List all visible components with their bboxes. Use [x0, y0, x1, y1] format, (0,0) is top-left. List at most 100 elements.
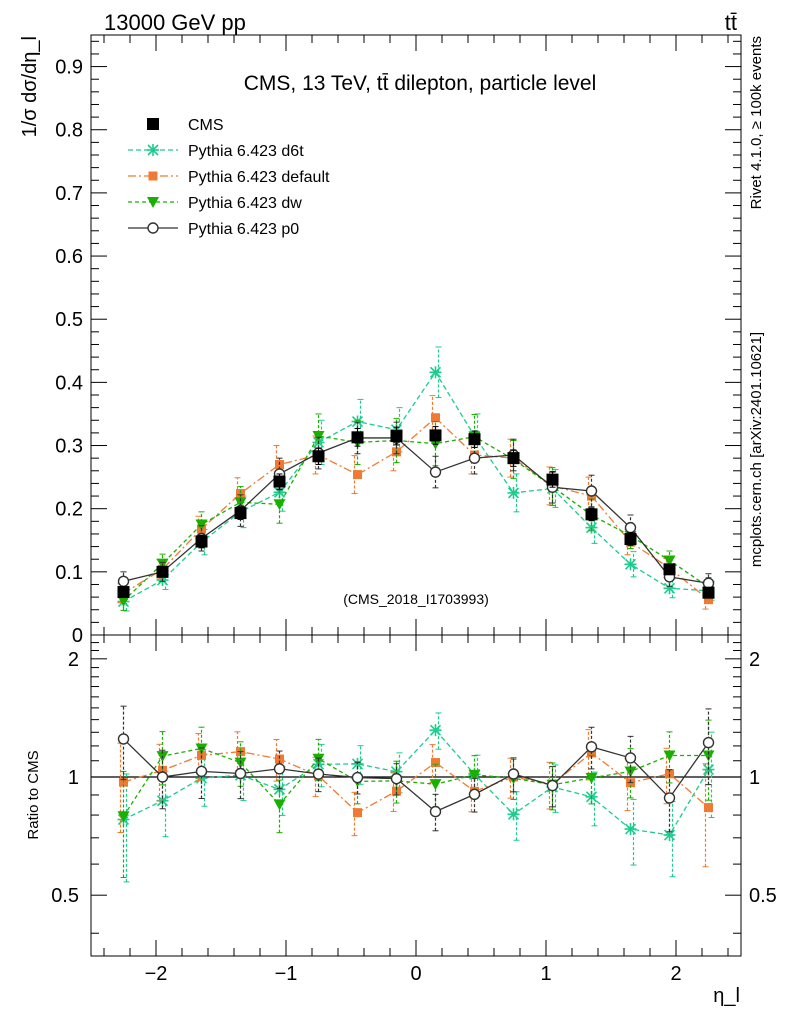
ratio-tick-label-right: 1 [749, 767, 760, 789]
marker-stroke [624, 558, 637, 570]
data-point [624, 558, 637, 571]
ratio-line [123, 729, 710, 836]
data-point [468, 433, 481, 446]
y-tick-label: 0.8 [55, 120, 83, 142]
series-line [123, 371, 709, 603]
marker-stroke [507, 487, 520, 499]
ratio-point [195, 743, 208, 755]
ratio-point [429, 724, 442, 737]
ratio-x-ticks [103, 635, 729, 956]
data-point [312, 431, 325, 443]
mcplots-label: mcplots.cern.ch [arXiv:2401.10621] [748, 332, 765, 567]
data-point [704, 595, 713, 605]
ratio-point [312, 768, 325, 780]
x-tick-label: 0 [410, 963, 421, 985]
series-line [123, 416, 709, 601]
ratio-point [624, 752, 637, 764]
ratio-point [275, 754, 284, 764]
ratio-point [390, 772, 403, 785]
y-tick-label: 0.3 [55, 436, 83, 458]
legend-marker [147, 222, 159, 234]
x-tick-label: 1 [540, 963, 551, 985]
ratio-point [429, 805, 442, 818]
watermark: (CMS_2018_I1703993) [343, 591, 489, 607]
ratio-series-3 [117, 719, 715, 879]
legend-marker [148, 171, 158, 181]
ratio-tick-label-right: 0.5 [749, 885, 777, 907]
ratio-point [158, 765, 167, 775]
ratio-series-4 [117, 705, 715, 833]
data-point [156, 565, 169, 578]
data-point [431, 413, 440, 423]
ratio-point [546, 779, 559, 792]
series-4 [117, 421, 715, 594]
data-point [663, 563, 676, 576]
marker-stroke [273, 783, 286, 795]
ratio-point [585, 772, 598, 784]
ratio-point [431, 758, 440, 768]
data-point [585, 485, 598, 497]
data-point [702, 586, 715, 599]
data-point [117, 595, 130, 607]
legend-marker [147, 197, 159, 208]
data-point [507, 486, 520, 499]
marker-stroke [507, 808, 520, 820]
data-point [195, 535, 208, 548]
marker-stroke [585, 522, 598, 534]
data-point [468, 452, 481, 464]
ratio-y-ticks: 0.5 0.5 1 1 2 2 [51, 642, 777, 934]
y-tick-label: 0.2 [55, 499, 83, 521]
x-tick-labels: −2 −1 0 1 2 [145, 963, 682, 985]
main-x-ticks [103, 35, 729, 635]
ratio-line [122, 747, 709, 817]
y-tick-label: 0.6 [55, 246, 83, 268]
data-point [624, 521, 637, 534]
data-point [117, 575, 130, 588]
y-tick-label: 0 [72, 625, 83, 647]
ratio-point [665, 769, 674, 779]
series-line [123, 437, 709, 584]
marker-stroke [429, 724, 442, 736]
ratio-tick-label: 1 [68, 767, 79, 789]
ratio-point [585, 741, 598, 753]
ratio-point [273, 799, 286, 811]
x-tick-label: −1 [275, 963, 298, 985]
ratio-point [507, 808, 520, 821]
ratio-point [663, 792, 676, 804]
ratio-point [117, 733, 130, 745]
y-tick-label: 0.1 [55, 562, 83, 584]
ratio-line [123, 750, 709, 814]
data-point [273, 499, 286, 511]
ratio-point [507, 768, 520, 780]
data-point [273, 475, 286, 488]
data-point [234, 507, 247, 520]
ratio-point [273, 763, 286, 775]
y-tick-label: 0.5 [55, 309, 83, 331]
ratio-tick-label-right: 2 [749, 649, 760, 671]
ratio-line [123, 738, 710, 813]
series-0 [117, 426, 715, 599]
y-tick-label: 0.7 [55, 183, 83, 205]
data-point [624, 533, 637, 545]
data-point [234, 497, 247, 509]
data-point [546, 473, 559, 486]
marker-stroke [429, 366, 442, 378]
ratio-point [351, 771, 364, 784]
ratio-point [429, 779, 442, 791]
energy-label: 13000 GeV pp [104, 10, 246, 35]
data-point [429, 366, 442, 379]
legend-marker [147, 118, 159, 130]
data-point [195, 519, 208, 531]
y-tick-label: 0.4 [55, 372, 83, 394]
data-point [236, 489, 245, 499]
data-point [312, 450, 325, 463]
data-point [351, 431, 364, 444]
ratio-tick-label: 0.5 [51, 885, 79, 907]
marker-stroke [147, 144, 159, 156]
ratio-point [702, 736, 715, 749]
marker-stroke [624, 823, 637, 835]
y-axis-label: 1/σ dσ/dη_l [19, 36, 41, 137]
marker-stroke [663, 829, 676, 841]
x-tick-label: 2 [670, 963, 681, 985]
